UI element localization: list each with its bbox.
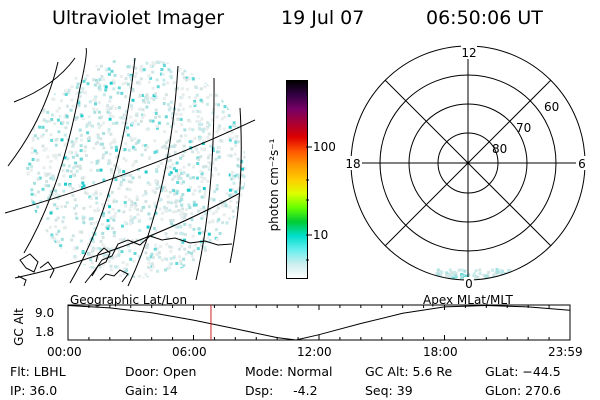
mode-status: Mode: Normal bbox=[245, 364, 333, 379]
mlt-label-12: 12 bbox=[461, 46, 476, 60]
lat-label-80: 80 bbox=[492, 142, 507, 156]
mlt-label-6: 6 bbox=[578, 157, 586, 171]
mlt-label-18: 18 bbox=[345, 157, 360, 171]
x-tick-23-59: 23:59 bbox=[548, 345, 583, 359]
seq-status: Seq: 39 bbox=[365, 383, 413, 398]
lat-label-70: 70 bbox=[516, 121, 531, 135]
intensity-colorbar bbox=[286, 80, 308, 279]
filter-status: Flt: LBHL bbox=[10, 364, 66, 379]
time-label: 06:50:06 UT bbox=[426, 7, 543, 29]
x-tick-06-00: 06:00 bbox=[172, 345, 207, 359]
lat-label-60: 60 bbox=[544, 100, 559, 114]
colorbar-unit: photon cm⁻²s⁻¹ bbox=[267, 138, 281, 232]
y-tick-1-8: 1.8 bbox=[35, 325, 55, 339]
colorbar-tick-100: 100 bbox=[313, 140, 336, 154]
glat-status: GLat: −44.5 bbox=[485, 364, 561, 379]
mlt-label-0: 0 bbox=[465, 277, 473, 291]
geographic-label: Geographic Lat/Lon bbox=[70, 293, 188, 307]
x-tick-18-00: 18:00 bbox=[423, 345, 458, 359]
door-status: Door: Open bbox=[125, 364, 197, 379]
lat-lon-grid bbox=[4, 48, 256, 287]
altitude-timeline bbox=[67, 304, 571, 341]
altitude-curve bbox=[67, 304, 570, 341]
glon-status: GLon: 270.6 bbox=[485, 383, 561, 398]
date-label: 19 Jul 07 bbox=[281, 7, 365, 29]
gain-status: Gain: 14 bbox=[125, 383, 178, 398]
coastline bbox=[17, 235, 233, 287]
ip-status: IP: 36.0 bbox=[10, 383, 58, 398]
gc-alt-status: GC Alt: 5.6 Re bbox=[365, 364, 453, 379]
x-tick-12-00: 12:00 bbox=[297, 345, 332, 359]
polar-plot: 12 0 18 6 60 70 80 bbox=[342, 45, 588, 291]
instrument-title: Ultraviolet Imager bbox=[52, 7, 225, 29]
apex-label: Apex MLat/MLT bbox=[423, 293, 513, 307]
polar-aurora-patch bbox=[435, 268, 537, 280]
x-tick-00-00: 00:00 bbox=[47, 345, 82, 359]
y-tick-9: 9.0 bbox=[35, 306, 55, 320]
dsp-status: Dsp: -4.2 bbox=[245, 383, 318, 398]
colorbar-ticks bbox=[306, 146, 312, 261]
colorbar-tick-10: 10 bbox=[313, 228, 329, 242]
geographic-map bbox=[4, 48, 256, 287]
